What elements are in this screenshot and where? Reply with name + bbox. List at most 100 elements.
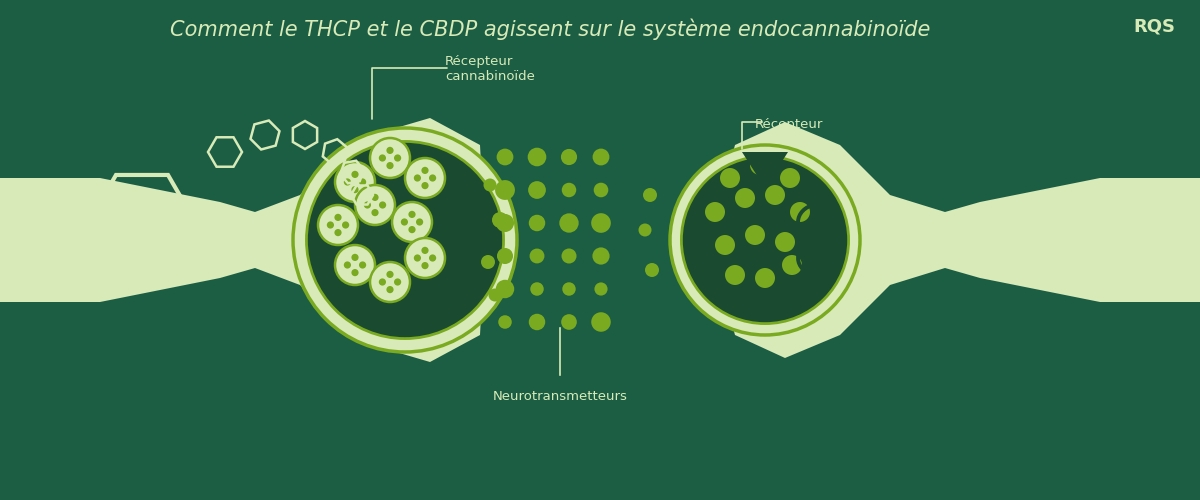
Circle shape	[496, 280, 515, 298]
Circle shape	[481, 255, 496, 269]
Text: Récepteur: Récepteur	[755, 118, 823, 131]
Circle shape	[790, 202, 810, 222]
Circle shape	[386, 271, 394, 278]
Circle shape	[496, 214, 514, 232]
Circle shape	[421, 182, 428, 189]
Circle shape	[335, 229, 342, 236]
Circle shape	[370, 262, 410, 302]
Circle shape	[559, 214, 578, 233]
Text: Comment le THCP et le CBDP agissent sur le système endocannabinoïde: Comment le THCP et le CBDP agissent sur …	[170, 18, 930, 40]
Text: Récepteur
cannabinoïde: Récepteur cannabinoïde	[445, 55, 535, 83]
Circle shape	[530, 282, 544, 296]
Circle shape	[593, 148, 610, 166]
Circle shape	[379, 278, 386, 285]
Circle shape	[408, 226, 415, 233]
Polygon shape	[0, 118, 485, 362]
Circle shape	[335, 245, 374, 285]
Circle shape	[643, 188, 658, 202]
Circle shape	[563, 282, 576, 296]
Circle shape	[421, 262, 428, 269]
Circle shape	[529, 215, 545, 231]
Circle shape	[592, 312, 611, 332]
Circle shape	[386, 286, 394, 293]
Circle shape	[335, 214, 342, 221]
Circle shape	[529, 314, 545, 330]
Circle shape	[529, 248, 545, 264]
Circle shape	[594, 282, 607, 296]
Circle shape	[497, 148, 514, 166]
Circle shape	[560, 149, 577, 165]
Circle shape	[492, 212, 508, 228]
Circle shape	[352, 171, 359, 178]
Circle shape	[430, 174, 437, 182]
Text: RQS: RQS	[1133, 18, 1175, 36]
Circle shape	[342, 222, 349, 228]
Circle shape	[725, 265, 745, 285]
Circle shape	[343, 262, 352, 268]
Circle shape	[488, 288, 502, 302]
Circle shape	[750, 155, 770, 175]
Circle shape	[335, 162, 374, 202]
Text: Neurotransmetteurs: Neurotransmetteurs	[492, 390, 628, 403]
Circle shape	[355, 185, 395, 225]
Circle shape	[706, 202, 725, 222]
Circle shape	[421, 167, 428, 174]
Circle shape	[638, 224, 652, 236]
Circle shape	[414, 174, 421, 182]
Circle shape	[782, 255, 802, 275]
Circle shape	[370, 138, 410, 178]
Text: Neurone récepteur
(Présynaptique): Neurone récepteur (Présynaptique)	[1019, 251, 1145, 279]
Circle shape	[318, 205, 358, 245]
Circle shape	[306, 142, 504, 338]
Text: Neurone émetteur
(Présynaptique): Neurone émetteur (Présynaptique)	[55, 251, 178, 279]
Circle shape	[352, 254, 359, 261]
Circle shape	[386, 147, 394, 154]
Circle shape	[528, 181, 546, 199]
Text: THCP
CBDP: THCP CBDP	[121, 197, 163, 227]
Circle shape	[528, 148, 546, 167]
Circle shape	[359, 262, 366, 268]
Circle shape	[394, 154, 401, 162]
Circle shape	[406, 238, 445, 278]
Circle shape	[745, 225, 766, 245]
Circle shape	[408, 211, 415, 218]
Circle shape	[392, 202, 432, 242]
Circle shape	[372, 194, 379, 201]
Circle shape	[343, 178, 352, 186]
Circle shape	[293, 128, 517, 352]
Circle shape	[379, 154, 386, 162]
Circle shape	[734, 188, 755, 208]
Circle shape	[352, 269, 359, 276]
Circle shape	[430, 254, 437, 262]
Circle shape	[775, 232, 796, 252]
Circle shape	[352, 186, 359, 193]
Circle shape	[386, 162, 394, 169]
Circle shape	[359, 178, 366, 186]
Circle shape	[755, 268, 775, 288]
Circle shape	[401, 218, 408, 226]
Circle shape	[379, 202, 386, 208]
Circle shape	[594, 182, 608, 198]
Circle shape	[766, 185, 785, 205]
Circle shape	[562, 183, 576, 197]
Circle shape	[497, 248, 514, 264]
Circle shape	[421, 247, 428, 254]
Circle shape	[562, 314, 577, 330]
Circle shape	[562, 248, 576, 264]
Circle shape	[364, 202, 371, 208]
Polygon shape	[742, 152, 788, 188]
Circle shape	[592, 213, 611, 233]
Circle shape	[715, 235, 734, 255]
Circle shape	[670, 145, 860, 335]
Polygon shape	[720, 122, 1200, 358]
Circle shape	[496, 180, 515, 200]
Circle shape	[780, 168, 800, 188]
Circle shape	[414, 254, 421, 262]
Circle shape	[484, 178, 497, 192]
Circle shape	[646, 263, 659, 277]
Circle shape	[416, 218, 424, 226]
Circle shape	[372, 209, 379, 216]
Circle shape	[720, 168, 740, 188]
Circle shape	[682, 156, 848, 324]
Circle shape	[394, 278, 401, 285]
